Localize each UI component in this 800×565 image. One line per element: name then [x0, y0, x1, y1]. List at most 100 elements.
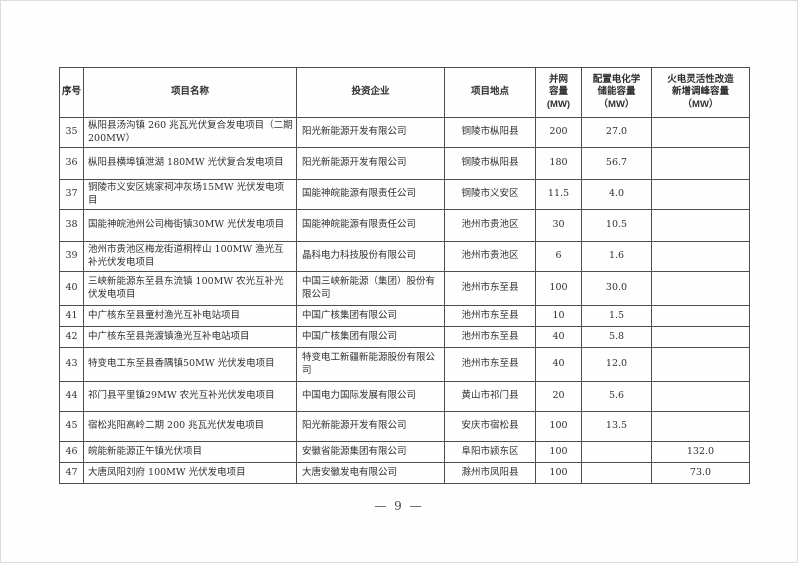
cell-peak-capacity — [651, 117, 750, 148]
cell-grid-capacity: 100 — [535, 441, 582, 463]
cell-storage-capacity — [581, 441, 652, 463]
table-row: 40 三峡新能源东至县东流镇 100MW 农光互补光伏发电项目 中国三峡新能源（… — [59, 271, 750, 306]
cell-project-name: 宿松兆阳高岭二期 200 兆瓦光伏发电项目 — [83, 411, 297, 442]
header-row: 序号 项目名称 投资企业 项目地点 并网 容量 (MW) 配置电化学 储能容量 … — [59, 67, 750, 118]
cell-seq: 38 — [59, 209, 84, 242]
cell-seq: 43 — [59, 347, 84, 382]
table-row: 35 枞阳县汤沟镇 260 兆瓦光伏复合发电项目（二期200MW） 阳光新能源开… — [59, 117, 750, 148]
table-row: 47 大唐凤阳刘府 100MW 光伏发电项目 大唐安徽发电有限公司 滁州市凤阳县… — [59, 462, 750, 484]
cell-location: 池州市东至县 — [444, 326, 536, 348]
cell-investor: 阳光新能源开发有限公司 — [296, 117, 445, 148]
cell-seq: 39 — [59, 241, 84, 272]
cell-location: 铜陵市枞阳县 — [444, 147, 536, 180]
cell-location: 铜陵市义安区 — [444, 179, 536, 210]
cell-project-name: 池州市贵池区梅龙街道桐梓山 100MW 渔光互补光伏发电项目 — [83, 241, 297, 272]
cell-seq: 42 — [59, 326, 84, 348]
cell-investor: 中国广核集团有限公司 — [296, 305, 445, 327]
page-number: — 9 — — [374, 499, 424, 513]
cell-storage-capacity — [581, 462, 652, 484]
cell-peak-capacity — [651, 326, 750, 348]
cell-seq: 44 — [59, 381, 84, 412]
cell-location: 池州市贵池区 — [444, 241, 536, 272]
cell-location: 池州市贵池区 — [444, 209, 536, 242]
column-header-peak-capacity: 火电灵活性改造 新增调峰容量 （MW） — [651, 67, 750, 118]
cell-investor: 国能神皖能源有限责任公司 — [296, 209, 445, 242]
cell-storage-capacity: 1.5 — [581, 305, 652, 327]
cell-location: 黄山市祁门县 — [444, 381, 536, 412]
cell-project-name: 中广核东至县童村渔光互补电站项目 — [83, 305, 297, 327]
cell-grid-capacity: 100 — [535, 411, 582, 442]
cell-storage-capacity: 13.5 — [581, 411, 652, 442]
table-row: 37 铜陵市义安区姚家祠冲灰场15MW 光伏发电项目 国能神皖能源有限责任公司 … — [59, 179, 750, 210]
column-header-storage-capacity: 配置电化学 储能容量 （MW） — [581, 67, 652, 118]
cell-location: 滁州市凤阳县 — [444, 462, 536, 484]
table-row: 43 特变电工东至县香隅镇50MW 光伏发电项目 特变电工新疆新能源股份有限公司… — [59, 347, 750, 382]
cell-investor: 特变电工新疆新能源股份有限公司 — [296, 347, 445, 382]
cell-grid-capacity: 100 — [535, 271, 582, 306]
cell-peak-capacity — [651, 347, 750, 382]
cell-seq: 37 — [59, 179, 84, 210]
cell-peak-capacity — [651, 411, 750, 442]
cell-peak-capacity — [651, 241, 750, 272]
cell-location: 池州市东至县 — [444, 347, 536, 382]
cell-peak-capacity: 73.0 — [651, 462, 750, 484]
cell-investor: 晶科电力科技股份有限公司 — [296, 241, 445, 272]
cell-location: 阜阳市颍东区 — [444, 441, 536, 463]
column-header-investor: 投资企业 — [296, 67, 445, 118]
column-header-grid-capacity: 并网 容量 (MW) — [535, 67, 582, 118]
cell-storage-capacity: 10.5 — [581, 209, 652, 242]
cell-storage-capacity: 5.6 — [581, 381, 652, 412]
cell-grid-capacity: 10 — [535, 305, 582, 327]
cell-seq: 40 — [59, 271, 84, 306]
cell-peak-capacity — [651, 381, 750, 412]
cell-investor: 大唐安徽发电有限公司 — [296, 462, 445, 484]
cell-grid-capacity: 20 — [535, 381, 582, 412]
column-header-location: 项目地点 — [444, 67, 536, 118]
cell-location: 安庆市宿松县 — [444, 411, 536, 442]
cell-peak-capacity — [651, 209, 750, 242]
cell-investor: 阳光新能源开发有限公司 — [296, 411, 445, 442]
cell-project-name: 皖能新能源正午镇光伏项目 — [83, 441, 297, 463]
cell-project-name: 国能神皖池州公司梅街镇30MW 光伏发电项目 — [83, 209, 297, 242]
table-row: 38 国能神皖池州公司梅街镇30MW 光伏发电项目 国能神皖能源有限责任公司 池… — [59, 209, 750, 242]
cell-project-name: 祁门县平里镇29MW 农光互补光伏发电项目 — [83, 381, 297, 412]
cell-storage-capacity: 30.0 — [581, 271, 652, 306]
cell-project-name: 枞阳县横埠镇泄湖 180MW 光伏复合发电项目 — [83, 147, 297, 180]
cell-storage-capacity: 4.0 — [581, 179, 652, 210]
cell-seq: 35 — [59, 117, 84, 148]
table-row: 44 祁门县平里镇29MW 农光互补光伏发电项目 中国电力国际发展有限公司 黄山… — [59, 381, 750, 412]
cell-grid-capacity: 180 — [535, 147, 582, 180]
cell-investor: 中国广核集团有限公司 — [296, 326, 445, 348]
cell-investor: 安徽省能源集团有限公司 — [296, 441, 445, 463]
cell-storage-capacity: 5.8 — [581, 326, 652, 348]
cell-peak-capacity — [651, 179, 750, 210]
cell-grid-capacity: 6 — [535, 241, 582, 272]
cell-investor: 国能神皖能源有限责任公司 — [296, 179, 445, 210]
cell-grid-capacity: 40 — [535, 326, 582, 348]
column-header-no: 序号 — [59, 67, 84, 118]
table-row: 41 中广核东至县童村渔光互补电站项目 中国广核集团有限公司 池州市东至县 10… — [59, 305, 750, 327]
cell-seq: 47 — [59, 462, 84, 484]
cell-grid-capacity: 30 — [535, 209, 582, 242]
cell-location: 池州市东至县 — [444, 305, 536, 327]
cell-grid-capacity: 100 — [535, 462, 582, 484]
cell-storage-capacity: 12.0 — [581, 347, 652, 382]
table-row: 45 宿松兆阳高岭二期 200 兆瓦光伏发电项目 阳光新能源开发有限公司 安庆市… — [59, 411, 750, 442]
cell-seq: 45 — [59, 411, 84, 442]
projects-table: 序号 项目名称 投资企业 项目地点 并网 容量 (MW) 配置电化学 储能容量 … — [59, 67, 750, 484]
cell-peak-capacity — [651, 147, 750, 180]
cell-project-name: 三峡新能源东至县东流镇 100MW 农光互补光伏发电项目 — [83, 271, 297, 306]
table-row: 36 枞阳县横埠镇泄湖 180MW 光伏复合发电项目 阳光新能源开发有限公司 铜… — [59, 147, 750, 180]
cell-investor: 阳光新能源开发有限公司 — [296, 147, 445, 180]
cell-project-name: 中广核东至县尧渡镇渔光互补电站项目 — [83, 326, 297, 348]
cell-peak-capacity: 132.0 — [651, 441, 750, 463]
cell-location: 池州市东至县 — [444, 271, 536, 306]
cell-project-name: 枞阳县汤沟镇 260 兆瓦光伏复合发电项目（二期200MW） — [83, 117, 297, 148]
cell-peak-capacity — [651, 305, 750, 327]
cell-storage-capacity: 1.6 — [581, 241, 652, 272]
cell-grid-capacity: 200 — [535, 117, 582, 148]
cell-seq: 41 — [59, 305, 84, 327]
cell-seq: 36 — [59, 147, 84, 180]
cell-project-name: 铜陵市义安区姚家祠冲灰场15MW 光伏发电项目 — [83, 179, 297, 210]
